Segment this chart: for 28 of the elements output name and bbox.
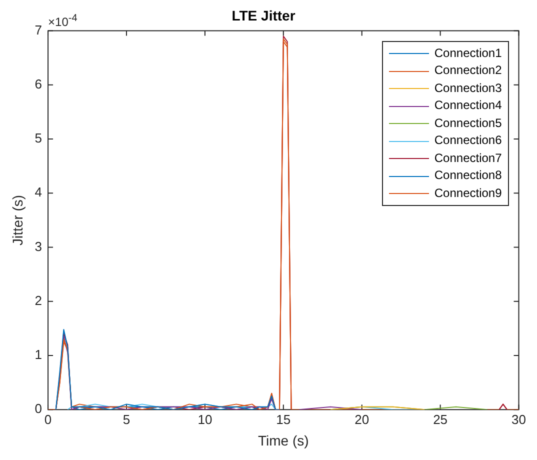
y-tick-label: 2 — [34, 292, 42, 308]
y-tick-label: 5 — [34, 130, 42, 146]
y-tick-label: 3 — [34, 238, 42, 254]
x-tick-label: 5 — [122, 412, 130, 427]
legend-label: Connection8 — [434, 167, 502, 184]
x-tick-label: 0 — [44, 412, 52, 427]
y-tick-label: 0 — [34, 401, 42, 416]
legend-label: Connection2 — [434, 62, 502, 80]
x-axis-title: Time (s) — [258, 432, 309, 448]
legend-label: Connection4 — [434, 97, 502, 114]
legend-label: Connection3 — [434, 80, 502, 97]
y-tick-label: 6 — [34, 76, 42, 92]
x-tick-label: 30 — [512, 412, 526, 427]
x-tick-label: 20 — [354, 412, 370, 427]
text: ×10$^{-4}$ — [48, 12, 78, 29]
y-axis-title: Jitter (s) — [9, 194, 26, 246]
legend-label: Connection7 — [434, 150, 502, 167]
chart-title: LTE Jitter — [232, 7, 296, 24]
y-tick-label: 7 — [34, 22, 42, 38]
legend-label: Connection5 — [434, 114, 502, 132]
x-tick-label: 10 — [198, 412, 212, 427]
legend-label: Connection1 — [434, 44, 502, 62]
y-tick-label: 4 — [34, 184, 42, 200]
legend-label: Connection6 — [434, 132, 502, 150]
x-tick-label: 15 — [276, 412, 291, 427]
x-tick-label: 25 — [433, 412, 448, 427]
y-tick-label: 1 — [34, 347, 42, 362]
legend-label: Connection9 — [434, 184, 502, 202]
